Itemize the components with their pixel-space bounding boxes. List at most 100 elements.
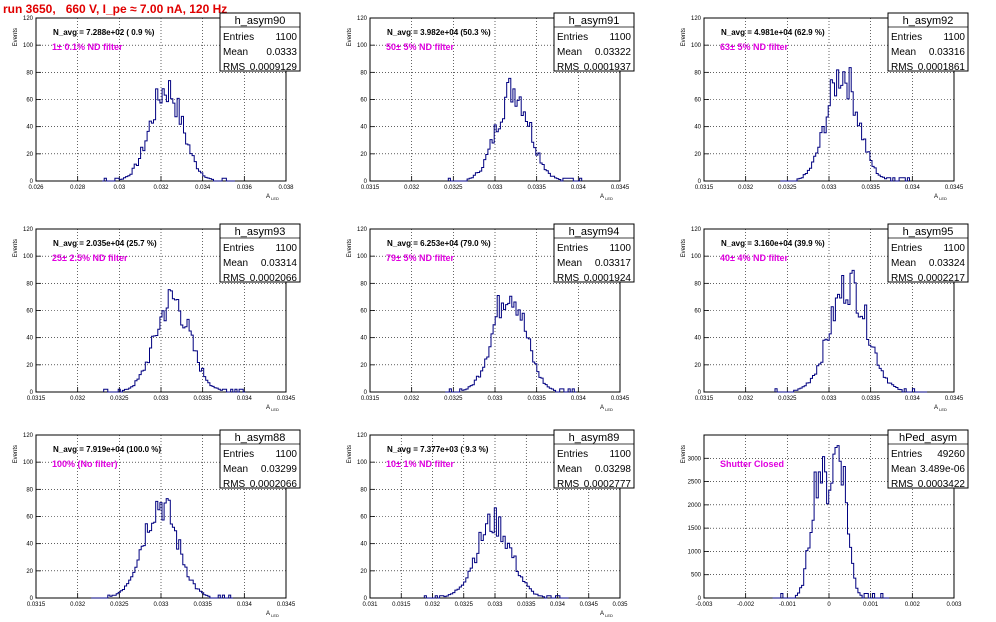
x-tick-label: 0.0325 (444, 396, 463, 402)
x-tick-label: 0.033 (153, 396, 169, 402)
histogram-panel-h_asym90: 0.026 0.028 0.03 0.032 0.034 0.036 0.038 0 20 40 6… (13, 12, 301, 201)
stats-label: RMS (891, 273, 914, 284)
y-tick-label: 40 (26, 125, 33, 131)
x-tick-label: 0.0345 (277, 396, 296, 402)
x-tick-label: 0.002 (905, 602, 921, 608)
stats-hist-name: h_asym90 (235, 15, 286, 27)
stats-hist-name: h_asym92 (903, 15, 954, 27)
stats-label: Mean (223, 47, 248, 58)
y-tick-label: 40 (694, 336, 701, 342)
stats-label: RMS (557, 273, 580, 284)
stats-value: 1100 (275, 449, 297, 460)
x-tick-label: 0.031 (362, 602, 378, 608)
x-tick-label: 0.003 (946, 602, 962, 608)
x-axis-label: A LED (266, 405, 279, 412)
stats-label: RMS (891, 62, 914, 73)
x-axis-label: A LED (600, 405, 613, 412)
stats-label: RMS (557, 479, 580, 490)
y-tick-label: 80 (360, 281, 367, 287)
y-tick-label: 20 (26, 363, 33, 369)
stats-value: 0.03316 (929, 47, 966, 58)
stats-box: h_asym92 Entries 1100 Mean 0.03316 RMS 0.00018… (887, 12, 969, 73)
filter-label: 25± 2.5% ND filter (52, 253, 128, 263)
y-tick-label: 120 (23, 16, 34, 22)
x-tick-label: 0.0345 (277, 602, 296, 608)
stats-box: h_asym95 Entries 1100 Mean 0.03324 RMS 0.00022… (887, 223, 969, 284)
y-tick-label: 80 (360, 70, 367, 76)
x-tick-label: 0.033 (487, 185, 503, 191)
y-axis-label: Events (681, 28, 687, 46)
y-axis-label: Events (13, 239, 19, 257)
stats-hist-name: h_asym95 (903, 226, 954, 238)
x-tick-label: 0.0335 (193, 396, 212, 402)
x-tick-label: 0.0335 (527, 185, 546, 191)
x-tick-label: 0.0315 (361, 396, 380, 402)
stats-value: 1100 (275, 243, 297, 254)
stats-value: 3.489e-06 (920, 464, 965, 475)
y-tick-label: 0 (698, 390, 702, 396)
stats-box-frame (887, 429, 969, 489)
n-avg-label: N_avg = 7.288e+02 ( 0.9 %) (53, 28, 155, 37)
stats-box-frame (887, 12, 969, 72)
y-tick-label: 0 (698, 179, 702, 185)
x-axis-label: A LED (934, 405, 947, 412)
y-tick-label: 120 (357, 227, 368, 233)
x-axis-label: A LED (600, 194, 613, 201)
histogram-panel-h_asym94: 0.0315 0.032 0.0325 0.033 0.0335 0.034 0.0345 0… (347, 223, 635, 412)
histogram-line (102, 80, 235, 182)
x-tick-label: 0.033 (153, 602, 169, 608)
x-tick-label: 0.0325 (110, 396, 129, 402)
histogram-line (91, 498, 233, 599)
y-tick-label: 60 (26, 98, 33, 104)
y-tick-label: 40 (26, 336, 33, 342)
x-tick-label: 0.032 (404, 185, 420, 191)
stats-hist-name: h_asym91 (569, 15, 620, 27)
y-tick-label: 100 (357, 43, 368, 49)
stats-label: Mean (223, 464, 248, 475)
stats-label: Mean (223, 258, 248, 269)
x-axis-label: A LED (600, 611, 613, 618)
y-tick-label: 20 (360, 363, 367, 369)
y-tick-label: 60 (360, 309, 367, 315)
stats-box-frame (219, 223, 301, 283)
x-tick-label: 0.0335 (527, 396, 546, 402)
y-tick-label: 0 (364, 596, 368, 602)
y-tick-label: 0 (364, 390, 368, 396)
stats-value: 1100 (943, 243, 965, 254)
y-tick-label: 100 (691, 254, 702, 260)
n-avg-label: N_avg = 7.377e+03 ( 9.3 %) (387, 445, 489, 454)
stats-value: 0.0003422 (918, 479, 966, 490)
y-tick-label: 20 (360, 569, 367, 575)
y-tick-label: 80 (360, 487, 367, 493)
stats-value: 0.0001937 (584, 62, 632, 73)
filter-label: 1± 0.1% ND filter (52, 42, 123, 52)
x-axis-label: A LED (934, 194, 947, 201)
filter-label: Shutter Closed (720, 459, 784, 469)
y-axis-label: Events (13, 28, 19, 46)
y-tick-label: 80 (26, 487, 33, 493)
histogram-panel-h_asym95: 0.0315 0.032 0.0325 0.033 0.0335 0.034 0.0345 0… (681, 223, 969, 412)
y-axis-label: Events (347, 445, 353, 463)
y-tick-label: 100 (357, 460, 368, 466)
x-tick-label: 0.0315 (695, 185, 714, 191)
stats-box: h_asym94 Entries 1100 Mean 0.03317 RMS 0.00019… (553, 223, 635, 284)
y-axis-label: Events (681, 445, 687, 463)
stats-label: Mean (557, 47, 582, 58)
stats-label: Mean (891, 464, 916, 475)
y-tick-label: 0 (698, 596, 702, 602)
y-tick-label: 20 (26, 152, 33, 158)
y-tick-label: 3000 (688, 456, 702, 462)
x-tick-label: 0.035 (612, 602, 628, 608)
y-tick-label: 0 (30, 596, 34, 602)
filter-label: 100% (No filter) (52, 459, 118, 469)
stats-label: Entries (891, 243, 922, 254)
y-tick-label: 120 (357, 433, 368, 439)
stats-hist-name: h_asym89 (569, 432, 620, 444)
stats-value: 0.0333 (266, 47, 297, 58)
y-axis-label: Events (347, 239, 353, 257)
stats-label: Mean (557, 464, 582, 475)
x-tick-label: 0.034 (237, 602, 253, 608)
x-tick-label: 0.034 (195, 185, 211, 191)
x-tick-label: 0.032 (738, 396, 754, 402)
x-tick-label: 0.0335 (861, 185, 880, 191)
